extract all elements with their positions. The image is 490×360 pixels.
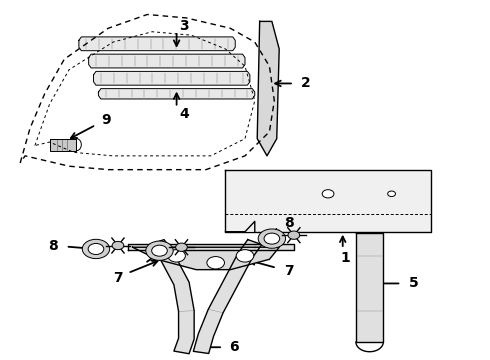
Text: 6: 6 [229,340,239,354]
Circle shape [236,249,254,262]
Polygon shape [150,240,194,354]
Circle shape [207,257,224,269]
Polygon shape [98,89,255,99]
Polygon shape [94,71,250,85]
Polygon shape [225,221,255,232]
Text: 9: 9 [101,113,111,127]
Polygon shape [128,244,294,250]
Circle shape [168,249,185,262]
Circle shape [82,239,110,258]
Polygon shape [194,240,262,354]
Circle shape [258,229,286,248]
Circle shape [88,243,104,255]
Text: 4: 4 [179,108,189,121]
Text: 3: 3 [179,18,189,32]
Text: 2: 2 [301,76,311,90]
Circle shape [322,190,334,198]
Circle shape [388,191,395,197]
Polygon shape [257,21,279,156]
Circle shape [288,231,300,239]
Text: 5: 5 [409,276,418,291]
Text: 7: 7 [113,271,123,285]
Polygon shape [79,37,235,51]
Polygon shape [356,233,383,342]
Circle shape [146,241,173,260]
Circle shape [264,233,280,244]
Circle shape [112,241,124,249]
Text: 7: 7 [284,264,294,278]
Text: 8: 8 [284,216,294,230]
Polygon shape [49,139,76,151]
Polygon shape [89,54,245,68]
Polygon shape [225,170,431,232]
Circle shape [175,243,187,251]
Text: 8: 8 [49,239,58,252]
Circle shape [152,245,167,256]
Polygon shape [133,247,279,270]
Text: 1: 1 [340,251,350,265]
